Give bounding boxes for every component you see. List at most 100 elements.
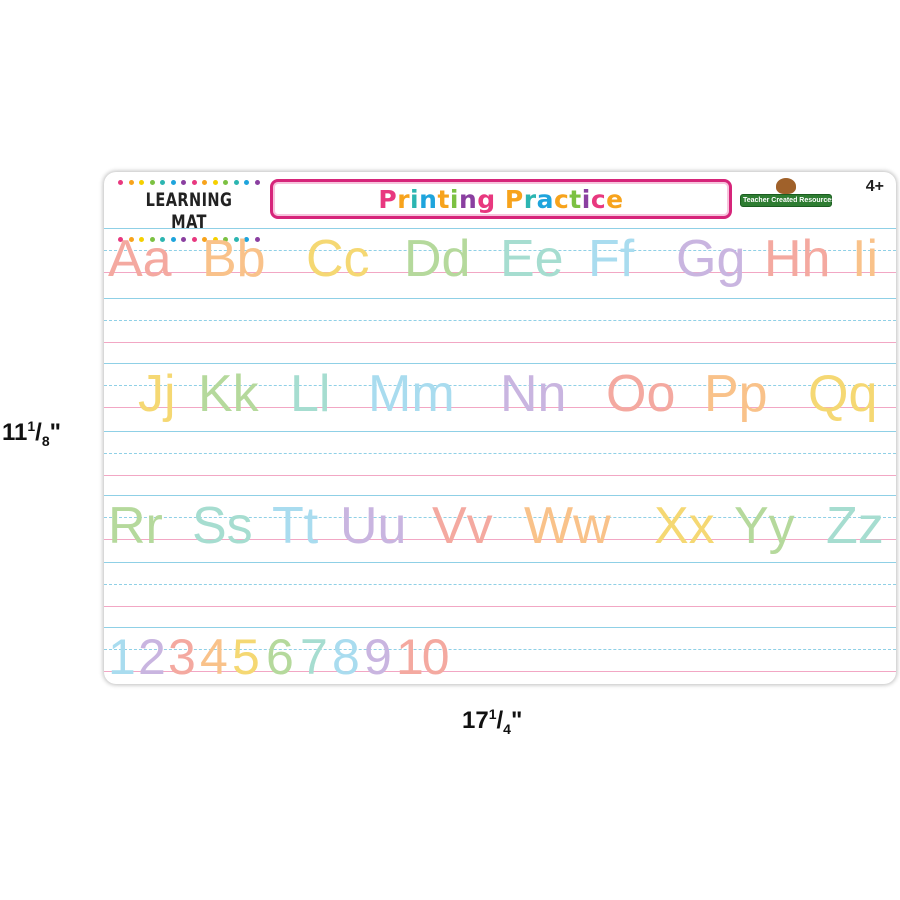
guide-line-pink [104,539,896,540]
age-badge: 4+ [865,178,884,195]
title-char: a [536,184,554,214]
guide-line-dot [104,385,896,386]
dot [244,180,250,185]
width-dimension: 171/4" [462,706,523,737]
guide-line-dot [104,584,896,585]
dot [128,180,134,185]
dot [233,237,239,242]
dot [139,180,145,185]
guide-line-dot [104,453,896,454]
dot [191,237,197,242]
practice-glyph: 10 [396,629,450,684]
brand-label: LEARNING MAT [145,189,233,233]
dot [181,180,187,185]
width-whole: 17 [462,707,489,734]
bear-mascot-icon [776,178,796,194]
title-char: t [437,184,450,214]
practice-glyph: 3 [168,629,196,684]
guide-line-blue [104,562,896,563]
practice-glyph: 6 [266,629,294,684]
dot [202,237,208,242]
title-char: i [410,184,420,214]
guide-line-blue [104,228,896,229]
practice-glyph: 8 [332,629,360,684]
dot [244,237,250,242]
title-char: i [449,184,459,214]
practice-glyph: Ff [588,230,635,288]
title-char: P [378,184,398,214]
practice-glyph: Ll [290,365,331,423]
practice-glyph: Mm [368,365,455,423]
decorative-dots-top [114,180,264,185]
practice-glyph: Yy [734,497,795,555]
dot [254,180,260,185]
practice-glyph: Ii [852,230,878,288]
title-char: n [419,184,438,214]
width-unit: " [510,707,523,734]
width-num: 1 [488,706,497,722]
guide-line-blue [104,431,896,432]
decorative-dots-bottom [114,237,264,242]
publisher-logo: Teacher Created Resources [740,178,835,207]
title-char: e [606,184,624,214]
guide-line-dot [104,320,896,321]
title-char: r [523,184,537,214]
width-den: 4 [503,720,511,737]
dot [118,237,123,242]
height-num: 1 [27,418,36,434]
height-dimension: 111/8" [2,418,62,449]
guide-line-blue [104,298,896,299]
guide-line-pink [104,671,896,672]
title-char: c [553,184,570,214]
dot [118,180,123,185]
dot [191,180,197,185]
guide-line-pink [104,272,896,273]
title-char: g [477,184,496,214]
practice-glyph: Ww [524,497,611,555]
brand-block: LEARNING MAT [114,180,264,242]
title-char: P [504,184,524,214]
title-char: c [590,184,607,214]
practice-glyph: Bb [202,230,266,288]
practice-glyph: 4 [200,629,228,684]
practice-glyph: Dd [404,230,471,288]
practice-glyph: Xx [654,497,715,555]
guide-line-blue [104,627,896,628]
practice-glyph: Cc [306,230,370,288]
publisher-name: Teacher Created Resources [740,194,835,207]
practice-glyph: 9 [364,629,392,684]
practice-glyph: Hh [764,230,831,288]
practice-glyph: 7 [300,629,328,684]
practice-glyph: Uu [340,497,407,555]
guide-line-dot [104,649,896,650]
dot [233,180,239,185]
dot [128,237,134,242]
practice-glyph: Gg [676,230,746,288]
guide-line-blue [104,363,896,364]
practice-glyph: Jj [138,365,176,423]
practice-glyph: 1 [108,629,136,684]
height-whole: 11 [2,419,28,446]
dot [212,180,218,185]
guide-line-pink [104,342,896,343]
dot [223,180,229,185]
dot [160,237,166,242]
dot [170,180,176,185]
dot [223,237,229,242]
guide-line-dot [104,517,896,518]
title-char: i [581,184,591,214]
dot [181,237,187,242]
practice-glyph: Oo [606,365,676,423]
practice-glyph: Ee [500,230,564,288]
practice-glyph: Zz [826,497,884,555]
guide-line-blue [104,495,896,496]
dot [212,237,218,242]
guide-line-pink [104,606,896,607]
dot [149,237,155,242]
practice-glyph: Kk [198,365,259,423]
practice-glyph: Rr [108,497,163,555]
title-char: n [458,184,478,214]
practice-glyph: Pp [704,365,768,423]
practice-glyph: Tt [272,497,319,555]
title-char: t [569,184,582,214]
